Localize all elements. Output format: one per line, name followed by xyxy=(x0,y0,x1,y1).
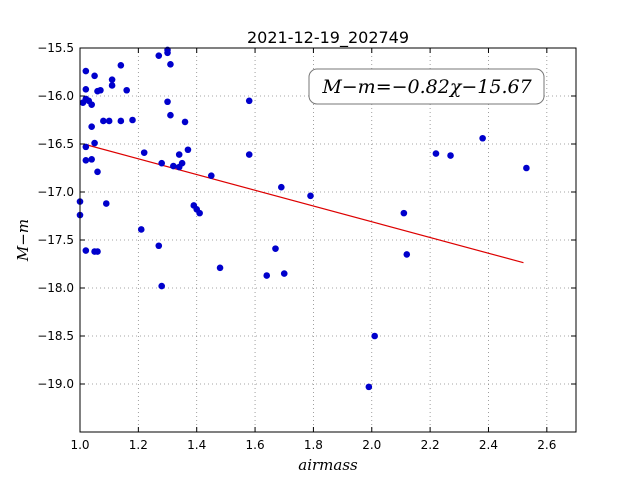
x-tick-label: 1.0 xyxy=(70,438,89,452)
data-point xyxy=(523,164,530,172)
data-point xyxy=(400,209,408,217)
data-point xyxy=(184,146,192,154)
data-point xyxy=(216,264,224,272)
fit-equation-box: M−m=−0.82χ−15.67 xyxy=(308,68,545,105)
data-point xyxy=(94,168,101,176)
data-point xyxy=(307,192,314,200)
data-point xyxy=(278,183,285,191)
data-point xyxy=(117,117,125,125)
data-point xyxy=(164,49,171,57)
data-point xyxy=(167,111,174,119)
data-point xyxy=(245,97,253,105)
data-point xyxy=(82,247,90,254)
y-tick-label: −17.5 xyxy=(37,233,74,247)
x-axis-ticks: 1.0 1.2 1.4 1.6 1.8 2.0 2.2 2.4 2.6 xyxy=(70,48,556,452)
data-point xyxy=(91,139,98,147)
data-point xyxy=(164,98,171,106)
data-point xyxy=(175,151,183,158)
data-point xyxy=(181,118,189,126)
data-point xyxy=(117,61,125,69)
data-point xyxy=(196,209,203,217)
data-point xyxy=(207,172,215,179)
y-tick-label: −18.5 xyxy=(37,329,74,343)
data-point xyxy=(123,86,130,94)
x-tick-label: 2.2 xyxy=(421,438,440,452)
data-point xyxy=(365,383,373,391)
data-point xyxy=(170,162,177,170)
data-point xyxy=(88,156,95,163)
x-tick-label: 2.0 xyxy=(362,438,381,452)
data-point xyxy=(403,251,411,258)
data-point xyxy=(88,101,95,108)
x-axis-label: airmass xyxy=(298,456,358,474)
data-point xyxy=(102,200,110,207)
x-tick-label: 1.4 xyxy=(187,438,206,452)
x-tick-label: 1.6 xyxy=(246,438,265,452)
data-point xyxy=(82,143,90,151)
data-points xyxy=(76,46,530,391)
x-tick-label: 1.8 xyxy=(304,438,323,452)
data-point xyxy=(82,157,90,164)
y-axis-ticks: −15.5 −16.0 −16.5 −17.0 −17.5 −18.0 −18.5 −19.0 xyxy=(37,41,576,391)
y-tick-label: −17.0 xyxy=(37,185,74,199)
data-point xyxy=(178,159,186,167)
data-point xyxy=(263,272,271,279)
y-axis-label: M−m xyxy=(14,219,32,262)
data-point xyxy=(97,86,104,94)
data-point xyxy=(371,332,378,340)
data-point xyxy=(447,152,454,159)
data-point xyxy=(88,123,95,131)
data-point xyxy=(105,117,113,125)
x-tick-label: 2.6 xyxy=(537,438,556,452)
data-point xyxy=(479,134,486,142)
data-point xyxy=(432,150,440,157)
data-point xyxy=(280,270,288,277)
data-point xyxy=(272,245,279,252)
data-point xyxy=(82,67,90,75)
data-point xyxy=(108,76,116,83)
data-point xyxy=(155,52,163,59)
annotation-box xyxy=(308,68,545,105)
data-point xyxy=(100,117,107,125)
x-tick-label: 2.4 xyxy=(479,438,498,452)
data-point xyxy=(94,248,101,255)
data-point xyxy=(167,61,174,68)
data-point xyxy=(158,159,165,167)
data-point xyxy=(158,282,165,290)
y-tick-label: −16.0 xyxy=(37,89,74,103)
data-point xyxy=(129,116,136,124)
chart-title: 2021-12-19_202749 xyxy=(247,28,409,48)
data-point xyxy=(82,85,90,93)
y-tick-label: −18.0 xyxy=(37,281,74,295)
data-point xyxy=(140,149,148,156)
y-tick-label: −19.0 xyxy=(37,377,74,391)
fit-equation: M−m=−0.82χ−15.67 xyxy=(321,76,532,98)
y-tick-label: −15.5 xyxy=(37,41,74,55)
y-tick-label: −16.5 xyxy=(37,137,74,151)
data-point xyxy=(108,82,116,89)
data-point xyxy=(137,226,145,233)
x-tick-label: 1.2 xyxy=(129,438,148,452)
data-point xyxy=(155,242,163,250)
data-point xyxy=(245,151,253,158)
data-point xyxy=(91,72,98,80)
